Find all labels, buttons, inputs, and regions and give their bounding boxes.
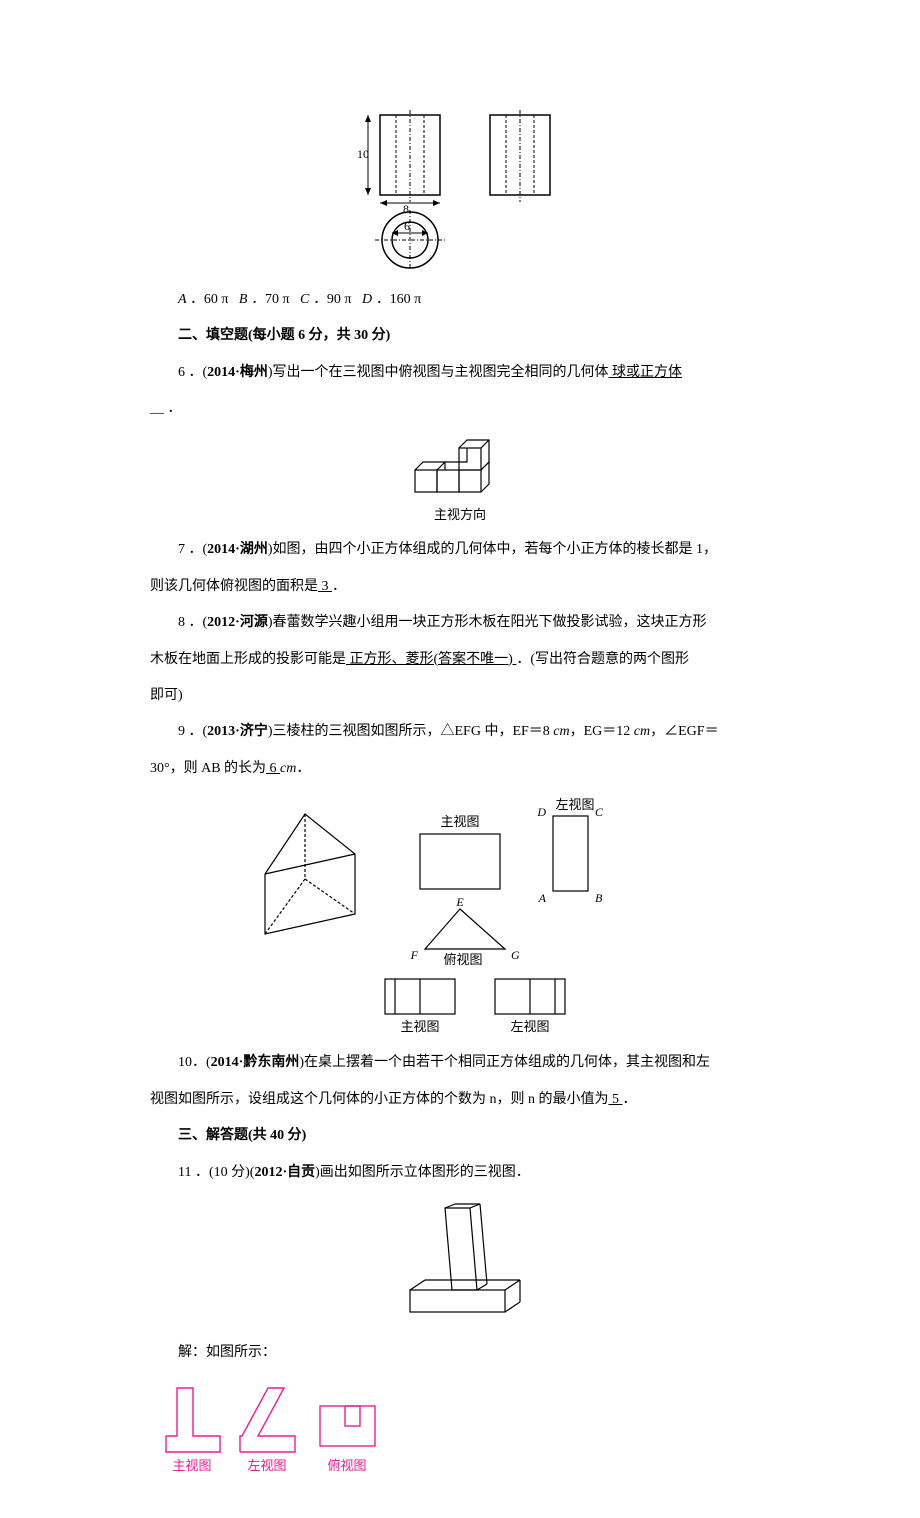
- svg-text:G: G: [511, 948, 520, 962]
- q7-l2: 则该几何体俯视图的面积是 3 ．: [150, 576, 770, 598]
- q11-answer-lead: 解：如图所示：: [150, 1342, 770, 1364]
- q9-l1: 9 ．(2013·济宁)三棱柱的三视图如图所示，△EFG 中，EF＝8 cm，E…: [150, 721, 770, 743]
- svg-text:8: 8: [403, 202, 409, 216]
- svg-text:B: B: [595, 891, 603, 905]
- svg-text:10: 10: [357, 147, 369, 161]
- svg-text:D: D: [536, 805, 546, 819]
- svg-text:俯视图: 俯视图: [327, 1458, 366, 1473]
- svg-text:左视图: 左视图: [247, 1458, 286, 1473]
- svg-text:E: E: [455, 895, 464, 909]
- svg-text:6: 6: [404, 219, 410, 233]
- q10-l1: 10．(2014·黔东南州)在桌上摆着一个由若干个相同正方体组成的几何体，其主视…: [150, 1052, 770, 1074]
- svg-text:主视图: 主视图: [172, 1458, 211, 1473]
- q9-figure: 主视图 左视图 D C A B E F G 俯视图: [150, 794, 770, 1024]
- section-3-title: 三、解答题(共 40 分): [150, 1125, 770, 1147]
- q5-options: A ．60 π B ．70 π C ．90 π D ．160 π: [150, 289, 770, 311]
- section-2-title: 二、填空题(每小题 6 分，共 30 分): [150, 325, 770, 347]
- svg-text:主视图: 主视图: [400, 1019, 439, 1034]
- q8-l1: 8 ．(2012·河源)春蕾数学兴趣小组用一块正方形木板在阳光下做投影试验，这块…: [150, 612, 770, 634]
- q9-l2: 30°，则 AB 的长为 6 cm．: [150, 758, 770, 780]
- q6: 6 ．(2014·梅州)写出一个在三视图中俯视图与主视图完全相同的几何体 球或正…: [150, 362, 770, 384]
- q7-figure: 主视方向: [150, 435, 770, 526]
- q10-figure-labels: 主视图 左视图: [150, 1016, 770, 1038]
- q8-l2: 木板在地面上形成的投影可能是 正方形、菱形(答案不唯一) ．(写出符合题意的两个…: [150, 649, 770, 671]
- svg-text:俯视图: 俯视图: [443, 952, 482, 967]
- q11-l1: 11 ．(10 分)(2012·自贡)画出如图所示立体图形的三视图．: [150, 1162, 770, 1184]
- q11-solid: [150, 1198, 770, 1328]
- svg-text:F: F: [410, 948, 419, 962]
- svg-text:左视图: 左视图: [510, 1019, 549, 1034]
- q10-l2: 视图如图所示，设组成这个几何体的小正方体的个数为 n，则 n 的最小值为 5 ．: [150, 1089, 770, 1111]
- svg-text:A: A: [538, 891, 547, 905]
- q6-tail: __ ．: [150, 398, 770, 420]
- q11-views: 主视图 左视图 俯视图: [150, 1378, 770, 1478]
- q8-l3: 即可): [150, 685, 770, 707]
- svg-text:左视图: 左视图: [555, 797, 594, 812]
- svg-text:C: C: [595, 805, 604, 819]
- svg-text:主视图: 主视图: [440, 814, 479, 829]
- tube-svg: 10 8 6: [335, 110, 585, 275]
- q5-figure: 10 8 6: [150, 110, 770, 275]
- q7-l1: 7 ．(2014·湖州)如图，由四个小正方体组成的几何体中，若每个小正方体的棱长…: [150, 539, 770, 561]
